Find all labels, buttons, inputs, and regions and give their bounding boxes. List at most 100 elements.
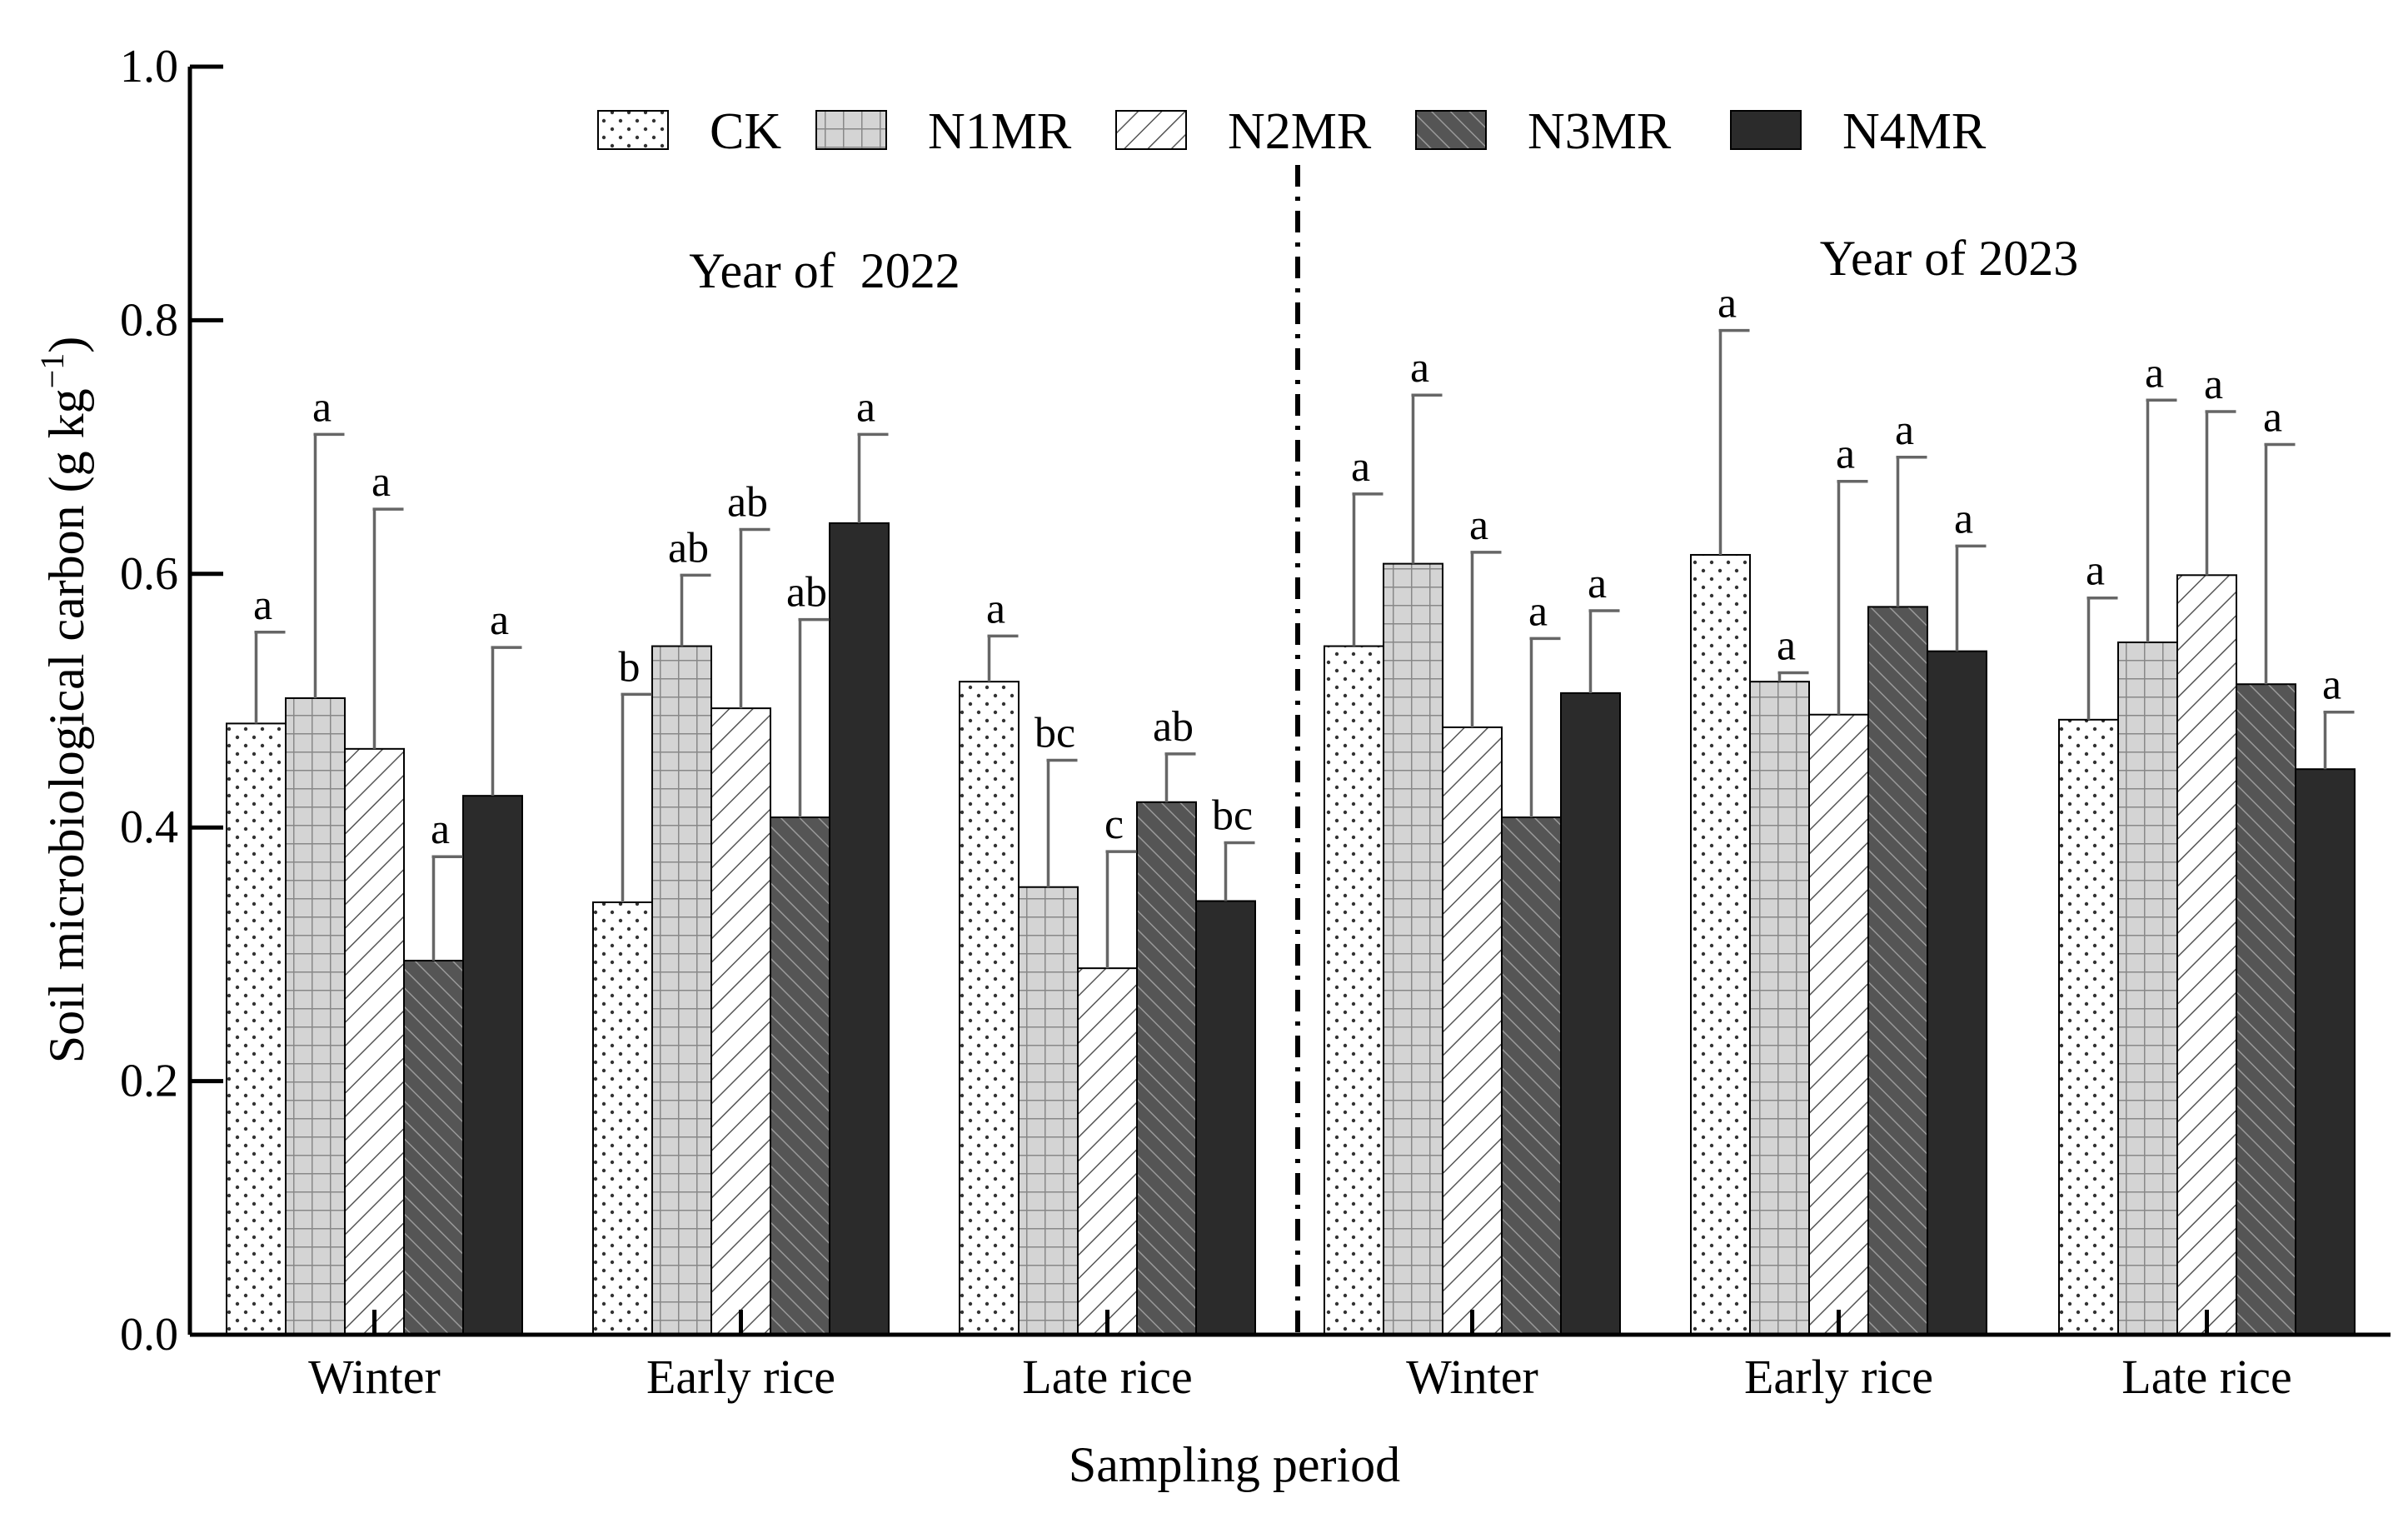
legend: CK N1MR N2MR N3MR N4MR bbox=[597, 103, 1987, 160]
error-bar-n2mr-1 bbox=[739, 527, 770, 709]
sig-letter-ck-4: a bbox=[1718, 280, 1737, 327]
error-bar-n4mr-5 bbox=[2323, 710, 2355, 770]
bar-n4mr-2 bbox=[1195, 900, 1256, 1336]
sig-letter-n2mr-0: a bbox=[371, 458, 391, 506]
year-label-2023: Year of 2023 bbox=[1820, 231, 2079, 286]
y-axis-title-main: Soil microbiological carbon (g kg bbox=[39, 388, 94, 1063]
sig-letter-ck-0: a bbox=[253, 582, 272, 629]
bar-n3mr-0 bbox=[403, 960, 464, 1336]
sig-letter-n4mr-3: a bbox=[1588, 560, 1607, 607]
sig-letter-n3mr-2: ab bbox=[1153, 703, 1194, 751]
bar-ck-1 bbox=[592, 901, 653, 1336]
bar-n4mr-5 bbox=[2295, 768, 2356, 1336]
y-axis-title: Soil microbiological carbon (g kg−1) bbox=[33, 337, 94, 1063]
sig-letter-n4mr-4: a bbox=[1954, 495, 1973, 542]
year-label-2022: Year of 2022 bbox=[689, 243, 960, 298]
error-bar-n4mr-2 bbox=[1224, 841, 1255, 901]
x-tick-label-2: Late rice bbox=[1022, 1350, 1192, 1404]
sig-letter-n4mr-0: a bbox=[490, 597, 509, 644]
bar-n3mr-5 bbox=[2236, 683, 2296, 1336]
error-bar-ck-3 bbox=[1352, 492, 1383, 647]
y-tick-label-5: 1.0 bbox=[120, 41, 178, 92]
sig-letter-n1mr-2: bc bbox=[1034, 710, 1075, 757]
x-tick-label-1: Early rice bbox=[646, 1350, 835, 1404]
sig-letter-n1mr-5: a bbox=[2145, 349, 2164, 397]
sig-letter-n3mr-5: a bbox=[2263, 394, 2282, 442]
sig-letter-n3mr-0: a bbox=[431, 806, 450, 853]
sig-letter-n2mr-2: c bbox=[1104, 801, 1124, 848]
x-tick-label-3: Winter bbox=[1406, 1350, 1538, 1404]
y-axis-title-close: ) bbox=[39, 337, 94, 353]
legend-label-n2mr: N2MR bbox=[1228, 103, 1372, 160]
legend-swatch-n2mr bbox=[1115, 110, 1187, 150]
bar-n1mr-2 bbox=[1018, 886, 1079, 1336]
legend-swatch-ck bbox=[597, 110, 669, 150]
y-tick-label-2: 0.4 bbox=[120, 801, 178, 853]
sig-letter-n4mr-2: bc bbox=[1212, 791, 1253, 839]
sig-letter-n2mr-5: a bbox=[2204, 361, 2223, 408]
bar-n1mr-0 bbox=[285, 697, 346, 1336]
error-bar-n1mr-4 bbox=[1777, 671, 1809, 682]
error-bar-n1mr-3 bbox=[1411, 393, 1443, 564]
bar-n2mr-4 bbox=[1808, 713, 1869, 1336]
error-bar-n1mr-0 bbox=[313, 432, 345, 698]
x-tick-label-0: Winter bbox=[308, 1350, 441, 1404]
sig-letter-n4mr-5: a bbox=[2322, 662, 2341, 709]
sig-letter-ck-3: a bbox=[1351, 443, 1370, 491]
error-bar-ck-0 bbox=[254, 631, 286, 724]
y-tick-label-4: 0.8 bbox=[120, 294, 178, 346]
sig-letter-n1mr-1: ab bbox=[668, 524, 709, 572]
x-tick-label-5: Late rice bbox=[2121, 1350, 2291, 1404]
error-bar-n2mr-4 bbox=[1837, 479, 1868, 715]
error-bar-n3mr-5 bbox=[2264, 442, 2296, 685]
sig-letter-ck-1: b bbox=[619, 643, 641, 691]
x-tick-label-4: Early rice bbox=[1744, 1350, 1933, 1404]
bar-ck-4 bbox=[1690, 553, 1751, 1336]
error-bar-n4mr-3 bbox=[1588, 609, 1620, 693]
bar-n4mr-0 bbox=[462, 795, 523, 1336]
x-axis: Winter Early rice Late rice Winter Early ric… bbox=[190, 1310, 2391, 1404]
bar-ck-2 bbox=[959, 681, 1020, 1336]
error-bar-n4mr-4 bbox=[1955, 544, 1987, 652]
error-bar-n1mr-2 bbox=[1046, 758, 1078, 887]
legend-label-n1mr: N1MR bbox=[928, 103, 1072, 160]
legend-swatch-n3mr bbox=[1415, 110, 1487, 150]
bar-n1mr-1 bbox=[651, 645, 712, 1336]
bar-n4mr-4 bbox=[1927, 650, 1987, 1336]
error-bar-n3mr-4 bbox=[1896, 456, 1927, 607]
sig-letter-n4mr-1: a bbox=[856, 383, 875, 431]
legend-label-n4mr: N4MR bbox=[1842, 103, 1987, 160]
error-bar-n4mr-0 bbox=[491, 646, 522, 796]
bars-layer bbox=[226, 522, 2356, 1336]
error-bar-n3mr-1 bbox=[798, 617, 830, 818]
bar-ck-0 bbox=[226, 722, 287, 1336]
bar-n2mr-3 bbox=[1442, 726, 1503, 1336]
error-bar-n1mr-1 bbox=[680, 573, 711, 647]
error-bar-n3mr-0 bbox=[431, 855, 463, 961]
y-axis-title-sup: −1 bbox=[33, 353, 71, 389]
sig-letter-ck-2: a bbox=[986, 585, 1005, 632]
error-bar-n2mr-2 bbox=[1105, 850, 1137, 969]
legend-swatch-n1mr bbox=[815, 110, 887, 150]
error-bar-n3mr-3 bbox=[1529, 637, 1561, 818]
bar-n3mr-1 bbox=[770, 816, 830, 1336]
bar-n2mr-5 bbox=[2176, 574, 2237, 1336]
y-tick-label-0: 0.0 bbox=[120, 1309, 178, 1361]
sig-letter-n3mr-4: a bbox=[1895, 407, 1914, 454]
error-bar-n4mr-1 bbox=[857, 432, 889, 523]
bar-n2mr-2 bbox=[1077, 967, 1138, 1336]
bar-n1mr-3 bbox=[1383, 562, 1443, 1336]
sig-letter-n2mr-4: a bbox=[1836, 431, 1855, 478]
bar-n1mr-5 bbox=[2117, 641, 2178, 1336]
sig-letter-n3mr-3: a bbox=[1528, 587, 1548, 635]
error-bar-n2mr-3 bbox=[1470, 551, 1502, 727]
x-axis-title: Sampling period bbox=[1069, 1437, 1400, 1492]
legend-label-ck: CK bbox=[710, 103, 781, 160]
sig-letter-n1mr-4: a bbox=[1777, 622, 1796, 670]
error-bar-n2mr-0 bbox=[372, 507, 404, 749]
bar-n3mr-4 bbox=[1867, 606, 1928, 1336]
bar-ck-5 bbox=[2058, 718, 2119, 1336]
error-bar-n1mr-5 bbox=[2146, 398, 2177, 642]
